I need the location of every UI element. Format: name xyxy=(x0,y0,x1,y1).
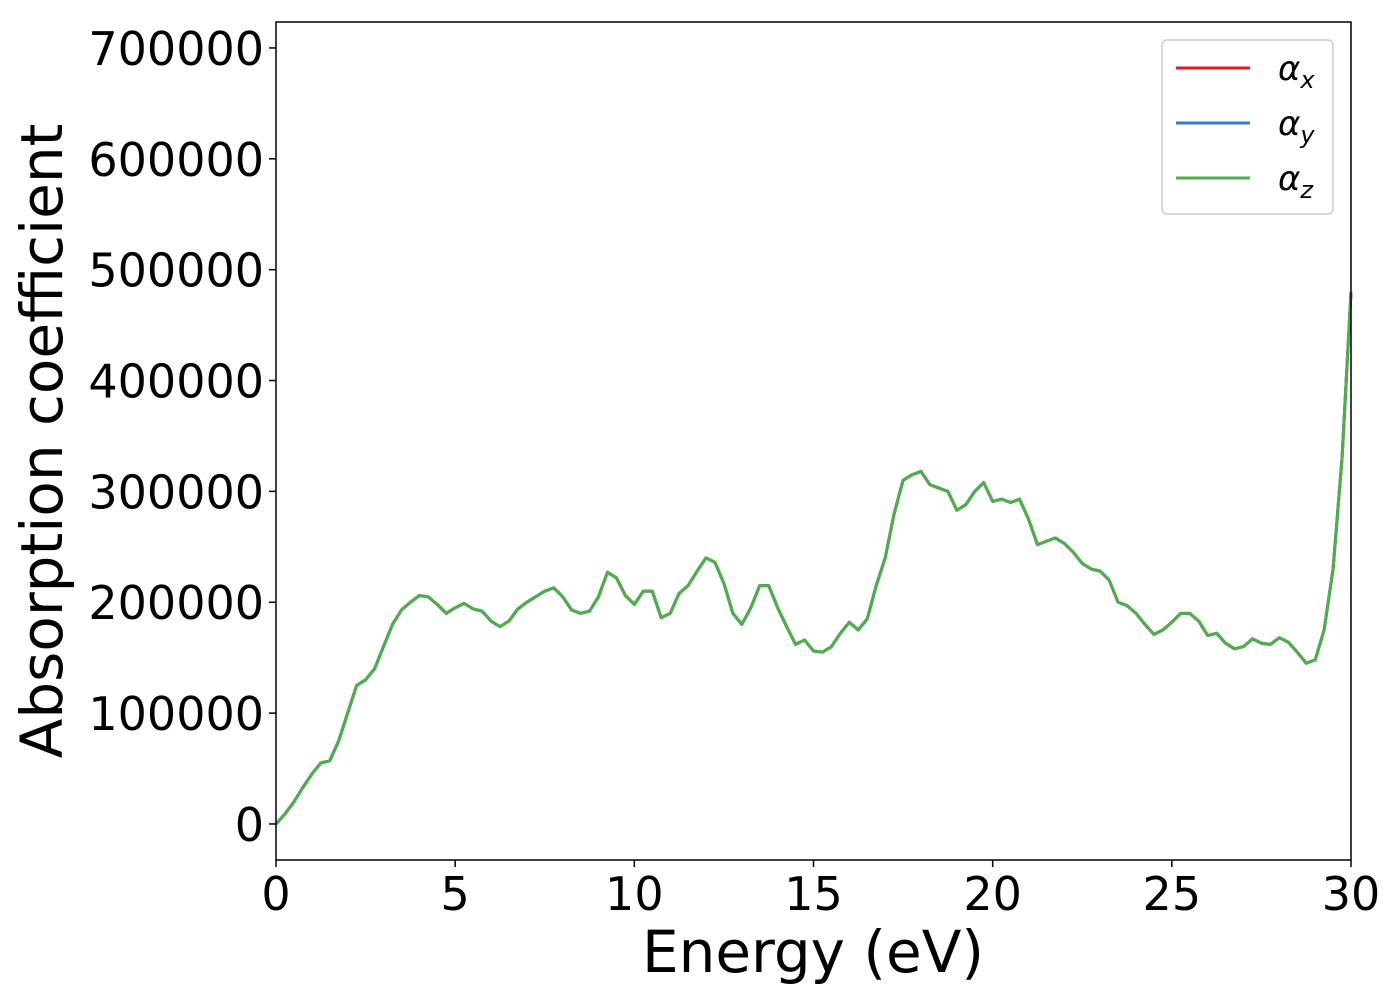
y-tick-label: 0 xyxy=(235,798,264,852)
x-tick-label: 15 xyxy=(784,867,843,921)
legend-label: αz xyxy=(1278,159,1314,204)
y-tick-label: 200000 xyxy=(88,576,264,630)
x-axis-label: Energy (eV) xyxy=(642,918,984,986)
legend-label: αx xyxy=(1278,49,1315,94)
series-line xyxy=(274,291,1353,825)
x-tick-label: 0 xyxy=(261,867,290,921)
y-tick-label: 100000 xyxy=(88,687,264,741)
y-tick-label: 500000 xyxy=(88,244,264,298)
x-tick-label: 30 xyxy=(1322,867,1381,921)
y-tick-label: 600000 xyxy=(88,133,264,187)
y-tick-label: 300000 xyxy=(88,465,264,519)
x-tick-label: 10 xyxy=(605,867,664,921)
y-tick-label: 400000 xyxy=(88,355,264,409)
plot-frame xyxy=(275,21,1352,861)
x-tick-label: 25 xyxy=(1143,867,1202,921)
series-line xyxy=(274,291,1353,825)
legend-label: αy xyxy=(1278,104,1315,149)
x-tick-label: 5 xyxy=(441,867,470,921)
x-tick-label: 20 xyxy=(963,867,1022,921)
legend-box xyxy=(1161,39,1334,215)
y-tick-label: 700000 xyxy=(88,22,264,76)
y-axis-label: Absorption coefficient xyxy=(8,124,76,759)
series-line xyxy=(274,291,1353,825)
